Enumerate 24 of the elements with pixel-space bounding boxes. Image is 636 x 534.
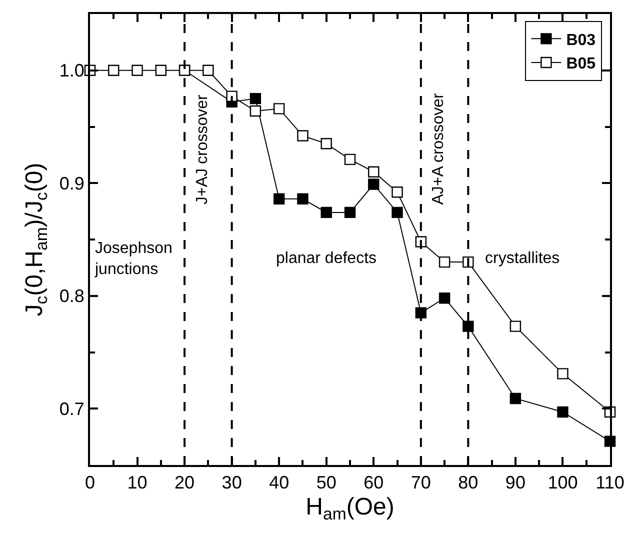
y-tick-label: 0.7 — [59, 398, 84, 419]
y-tick-label: 0.8 — [59, 286, 84, 306]
annotation: AJ+A crossover — [430, 92, 448, 205]
x-tick-label: 90 — [505, 472, 526, 493]
x-tick-label: 40 — [269, 472, 290, 493]
x-tick-label: 100 — [548, 472, 578, 493]
y-tick-label: 1.0 — [59, 60, 84, 81]
x-tick-label: 0 — [84, 472, 96, 493]
x-tick-label: 50 — [316, 472, 336, 493]
annotation: crystallites — [485, 250, 560, 267]
x-tick-label: 20 — [174, 472, 195, 493]
x-tick-label: 10 — [127, 472, 148, 493]
x-tick-label: 60 — [364, 472, 384, 493]
y-tick-label: 0.9 — [59, 173, 84, 194]
x-tick-label: 30 — [222, 472, 242, 493]
x-tick-label: 110 — [596, 472, 624, 493]
x-tick-label: 70 — [410, 472, 431, 493]
legend-label: B03 — [566, 32, 596, 49]
x-axis-title: H$_{am}$(Oe) — [306, 493, 394, 524]
annotation: J+AJ crossover — [194, 94, 211, 204]
annotation: planar defects — [276, 250, 377, 267]
legend-label: B05 — [566, 56, 596, 73]
x-tick-label: 80 — [458, 472, 478, 493]
annotation: Josephson junctions — [94, 240, 172, 278]
